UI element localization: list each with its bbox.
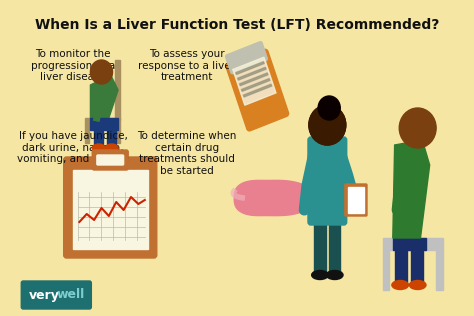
Text: To monitor the
progression of a
liver disease: To monitor the progression of a liver di… <box>31 49 115 82</box>
FancyBboxPatch shape <box>97 155 124 165</box>
FancyBboxPatch shape <box>85 118 120 123</box>
FancyBboxPatch shape <box>21 281 91 309</box>
Circle shape <box>318 96 340 120</box>
FancyBboxPatch shape <box>436 250 443 290</box>
Ellipse shape <box>327 270 343 279</box>
FancyBboxPatch shape <box>241 79 270 91</box>
FancyBboxPatch shape <box>347 187 364 213</box>
FancyBboxPatch shape <box>393 238 410 250</box>
Circle shape <box>91 60 112 84</box>
FancyBboxPatch shape <box>237 67 266 80</box>
Ellipse shape <box>323 102 336 110</box>
Text: When Is a Liver Function Test (LFT) Recommended?: When Is a Liver Function Test (LFT) Reco… <box>35 18 439 32</box>
Text: To determine when
certain drug
treatments should
be started: To determine when certain drug treatment… <box>137 131 237 176</box>
FancyBboxPatch shape <box>383 250 389 290</box>
Text: well: well <box>57 289 85 301</box>
Ellipse shape <box>392 281 409 289</box>
Text: If you have jaundice,
dark urine, nausea,
vomiting, and fatigue: If you have jaundice, dark urine, nausea… <box>17 131 129 164</box>
Polygon shape <box>393 140 429 238</box>
FancyBboxPatch shape <box>85 123 89 143</box>
Circle shape <box>309 105 346 145</box>
Polygon shape <box>91 75 118 118</box>
FancyBboxPatch shape <box>411 250 423 285</box>
FancyBboxPatch shape <box>91 118 118 130</box>
FancyBboxPatch shape <box>308 137 346 225</box>
FancyBboxPatch shape <box>92 150 128 170</box>
FancyBboxPatch shape <box>64 157 157 258</box>
Text: To assess your
response to a liver
treatment: To assess your response to a liver treat… <box>138 49 235 82</box>
Ellipse shape <box>410 281 426 289</box>
Ellipse shape <box>105 144 118 152</box>
Ellipse shape <box>317 121 323 135</box>
FancyBboxPatch shape <box>115 60 120 120</box>
FancyBboxPatch shape <box>236 62 264 75</box>
FancyBboxPatch shape <box>233 57 276 105</box>
FancyBboxPatch shape <box>345 184 367 216</box>
FancyBboxPatch shape <box>243 84 272 97</box>
Ellipse shape <box>92 144 105 152</box>
FancyBboxPatch shape <box>329 220 340 275</box>
Ellipse shape <box>312 270 328 279</box>
FancyBboxPatch shape <box>226 42 267 74</box>
FancyBboxPatch shape <box>73 170 147 249</box>
FancyBboxPatch shape <box>107 130 116 148</box>
FancyBboxPatch shape <box>94 130 103 148</box>
Text: very: very <box>29 289 60 301</box>
FancyBboxPatch shape <box>239 73 268 86</box>
FancyBboxPatch shape <box>116 123 120 143</box>
Circle shape <box>309 105 346 145</box>
Circle shape <box>399 108 436 148</box>
FancyBboxPatch shape <box>410 238 426 250</box>
FancyBboxPatch shape <box>226 49 289 131</box>
FancyBboxPatch shape <box>314 220 326 275</box>
Polygon shape <box>234 180 315 216</box>
FancyBboxPatch shape <box>395 250 407 285</box>
FancyBboxPatch shape <box>383 238 443 250</box>
